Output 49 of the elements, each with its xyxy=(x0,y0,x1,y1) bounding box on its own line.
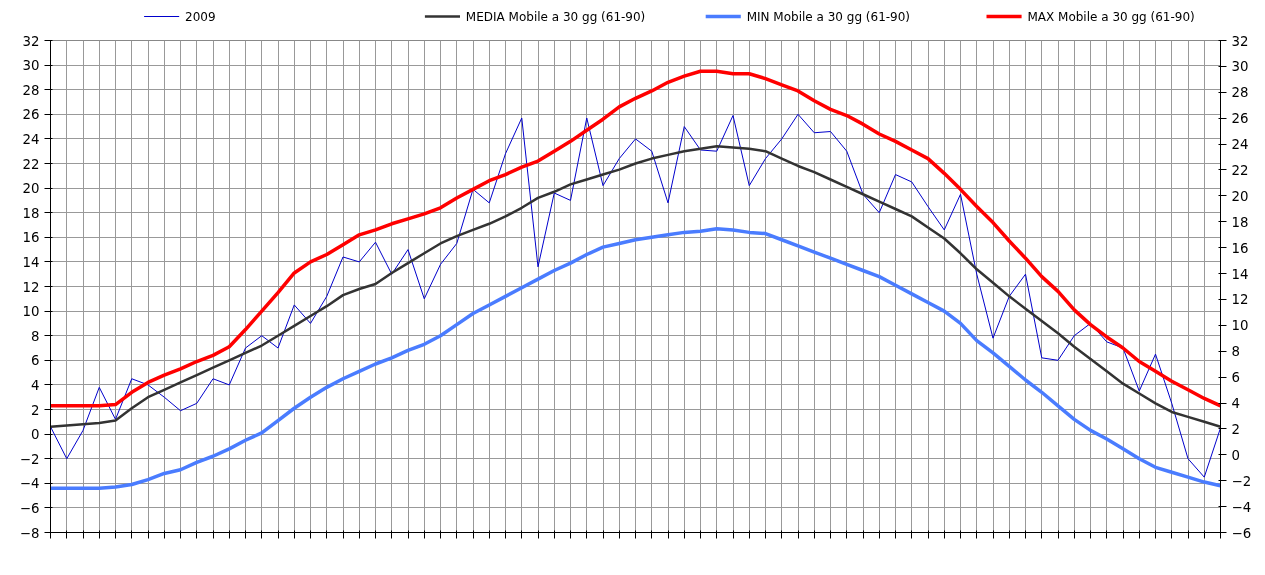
legend-label: 2009 xyxy=(185,10,216,24)
y-tick-label: 0 xyxy=(31,427,40,443)
legend-label: MIN Mobile a 30 gg (61-90) xyxy=(746,9,911,24)
y2-tick-label: 8 xyxy=(1231,344,1240,360)
y2-tick-label: 26 xyxy=(1231,111,1249,127)
y-tick-label: 18 xyxy=(22,205,40,221)
y-tick-label: 2 xyxy=(31,402,40,418)
y2-tick-label: 0 xyxy=(1231,447,1240,463)
y-tick-label: 10 xyxy=(22,304,40,320)
y-tick-label: 26 xyxy=(22,107,40,123)
y2-tick-label: 2 xyxy=(1231,421,1240,437)
y2-tick-label: 14 xyxy=(1231,266,1249,282)
y2-tick-label: 4 xyxy=(1231,396,1240,412)
y2-tick-label: 28 xyxy=(1231,85,1249,101)
y-tick-label: 22 xyxy=(22,156,40,172)
line-series xyxy=(50,145,1221,428)
y-tick-label: −2 xyxy=(19,451,40,467)
line-series xyxy=(50,69,1221,408)
y2-tick-label: 18 xyxy=(1231,214,1249,230)
y-tick-label: 30 xyxy=(22,58,40,74)
line-series xyxy=(50,113,1221,478)
legend-label: MAX Mobile a 30 gg (61-90) xyxy=(1027,9,1195,24)
y-tick-label: 32 xyxy=(22,33,40,49)
y-tick-label: 4 xyxy=(31,377,40,393)
y-tick-label: −4 xyxy=(19,476,40,492)
y2-tick-label: 6 xyxy=(1231,370,1240,386)
y2-tick-label: 12 xyxy=(1231,292,1249,308)
y-tick-label: 20 xyxy=(22,181,40,197)
y2-tick-label: 24 xyxy=(1231,137,1249,153)
y2-tick-label: 22 xyxy=(1231,162,1249,178)
y2-tick-label: 32 xyxy=(1231,33,1249,49)
y-tick-label: 8 xyxy=(31,328,40,344)
y-tick-label: 24 xyxy=(22,131,40,147)
y2-tick-label: −6 xyxy=(1231,525,1252,541)
line-series xyxy=(50,226,1221,490)
y-tick-label: 28 xyxy=(22,82,40,98)
y2-tick-label: −2 xyxy=(1231,473,1252,489)
y-tick-label: 6 xyxy=(31,353,40,369)
y2-tick-label: 30 xyxy=(1231,59,1249,75)
legend-label: MEDIA Mobile a 30 gg (61-90) xyxy=(465,9,646,24)
y-tick-label: 14 xyxy=(22,254,40,270)
y-tick-label: 12 xyxy=(22,279,40,295)
y2-tick-label: −4 xyxy=(1231,499,1252,515)
y2-tick-label: 10 xyxy=(1231,318,1249,334)
y2-tick-label: 16 xyxy=(1231,240,1249,256)
y-tick-label: 16 xyxy=(22,230,40,246)
y-tick-label: −6 xyxy=(19,500,40,516)
y-tick-label: −8 xyxy=(19,525,40,541)
y2-tick-label: 20 xyxy=(1231,188,1249,204)
